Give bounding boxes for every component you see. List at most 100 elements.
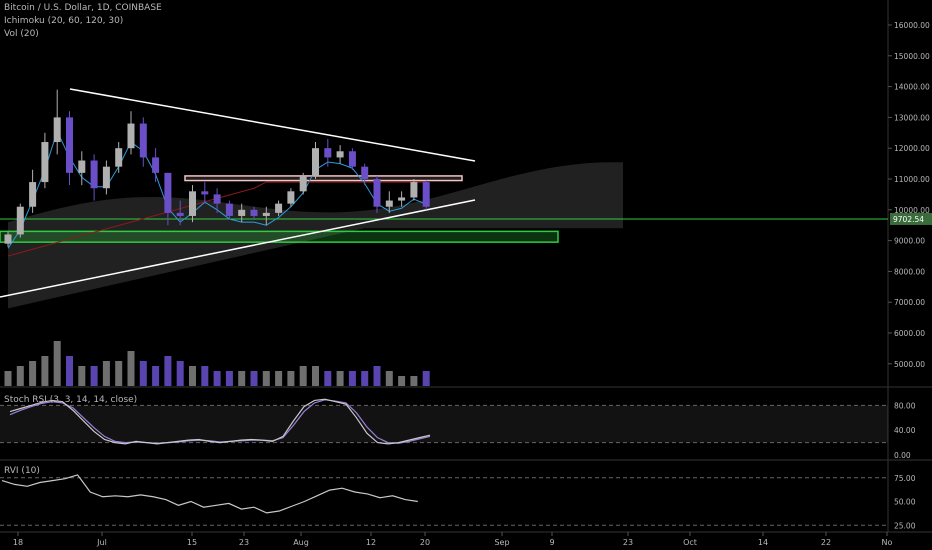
support-zone (0, 230, 559, 243)
resistance-zone (184, 175, 463, 182)
volume-bar (410, 376, 418, 386)
candle-body (422, 182, 430, 207)
volume-bar (287, 371, 295, 386)
candle-body (275, 203, 283, 213)
volume-bar (373, 366, 381, 386)
volume-bar (29, 361, 37, 386)
volume-bar (164, 356, 172, 386)
candle-body (176, 212, 184, 216)
stoch-tick-label: 80.00 (894, 401, 916, 410)
ichimoku-indicator-label[interactable]: Ichimoku (20, 60, 120, 30) (4, 16, 124, 26)
price-tick-label: 8000.00 (894, 267, 925, 276)
volume-bar (139, 361, 147, 386)
current-price-badge (890, 212, 932, 225)
volume-bar (102, 361, 110, 386)
volume-bar (90, 366, 98, 386)
candle-body (127, 123, 135, 149)
volume-bar (299, 366, 307, 386)
candle-body (90, 160, 98, 189)
time-tick-label: 18 (13, 538, 23, 547)
candle-body (29, 182, 37, 207)
ichimoku-cloud (8, 162, 623, 309)
stoch-band (0, 405, 888, 443)
candle-body (225, 203, 233, 216)
candle-body (16, 206, 24, 235)
candle-body (66, 117, 73, 173)
rvi-tick-label: 50.00 (894, 498, 916, 507)
candle-body (385, 200, 393, 207)
time-tick-label: 12 (366, 538, 376, 547)
price-tick-label: 6000.00 (894, 329, 925, 338)
current-price-label: 9702.54 (893, 215, 924, 224)
candle-body (139, 123, 147, 158)
rvi-label[interactable]: RVI (10) (4, 466, 40, 476)
price-tick-label: 9000.00 (894, 237, 925, 246)
upper-trendline (69, 88, 476, 162)
time-tick-label: 9 (549, 538, 554, 547)
stoch-rsi-label[interactable]: Stoch RSI (3, 3, 14, 14, close) (4, 395, 138, 405)
volume-bar (127, 351, 135, 386)
lower-trendline (0, 199, 476, 298)
candle-body (102, 166, 110, 189)
volume-bar (275, 371, 283, 386)
time-tick-label: Sep (494, 538, 509, 547)
rvi-tick-label: 25.00 (894, 521, 916, 530)
volume-bar (66, 356, 73, 386)
candle-body (373, 179, 381, 207)
volume-bar (41, 356, 49, 386)
time-tick-label: 14 (758, 538, 768, 547)
candle-body (201, 191, 209, 195)
candle-body (164, 172, 172, 213)
price-tick-label: 7000.00 (894, 298, 925, 307)
volume-bar (4, 371, 12, 386)
volume-bar (422, 371, 430, 386)
stoch-k-line (9, 398, 431, 445)
candle-body (78, 160, 86, 173)
time-tick-label: Aug (293, 538, 309, 547)
price-tick-label: 14000.00 (894, 83, 930, 92)
candle-body (262, 212, 270, 216)
time-tick-label: 23 (623, 538, 633, 547)
volume-bar (398, 376, 406, 386)
candle-body (312, 148, 319, 176)
volume-indicator-label[interactable]: Vol (20) (4, 29, 39, 39)
price-tick-label: 12000.00 (894, 144, 930, 153)
candle-body (152, 157, 160, 173)
rvi-line (1, 474, 418, 514)
price-tick-label: 10000.00 (894, 206, 930, 215)
candle-body (115, 148, 123, 167)
volume-bar (312, 366, 319, 386)
candle-body (41, 142, 49, 183)
volume-bar (238, 371, 246, 386)
candle-body (250, 209, 258, 216)
symbol-title[interactable]: Bitcoin / U.S. Dollar, 1D, COINBASE (4, 3, 162, 13)
volume-bar (250, 371, 258, 386)
candle-body (189, 191, 196, 216)
price-tick-label: 15000.00 (894, 52, 930, 61)
volume-bar (348, 371, 356, 386)
time-tick-label: No (882, 538, 893, 547)
candle-body (299, 175, 307, 192)
stoch-d-line (9, 399, 431, 444)
volume-bar (16, 366, 24, 386)
candle-body (361, 166, 369, 179)
volume-bar (201, 366, 209, 386)
candle-body (398, 197, 406, 201)
volume-bar (152, 366, 160, 386)
price-tick-label: 11000.00 (894, 175, 930, 184)
volume-bar (115, 361, 123, 386)
candle-body (410, 182, 418, 198)
volume-bar (213, 371, 221, 386)
volume-bar (53, 341, 61, 386)
volume-bar (176, 361, 184, 386)
time-tick-label: 15 (187, 538, 197, 547)
volume-bar (78, 366, 86, 386)
candle-body (287, 191, 295, 204)
price-tick-label: 5000.00 (894, 360, 925, 369)
volume-bar (189, 366, 196, 386)
rvi-tick-label: 75.00 (894, 474, 916, 483)
volume-bar (361, 371, 369, 386)
candle-body (213, 194, 221, 204)
time-tick-label: Oct (683, 538, 697, 547)
